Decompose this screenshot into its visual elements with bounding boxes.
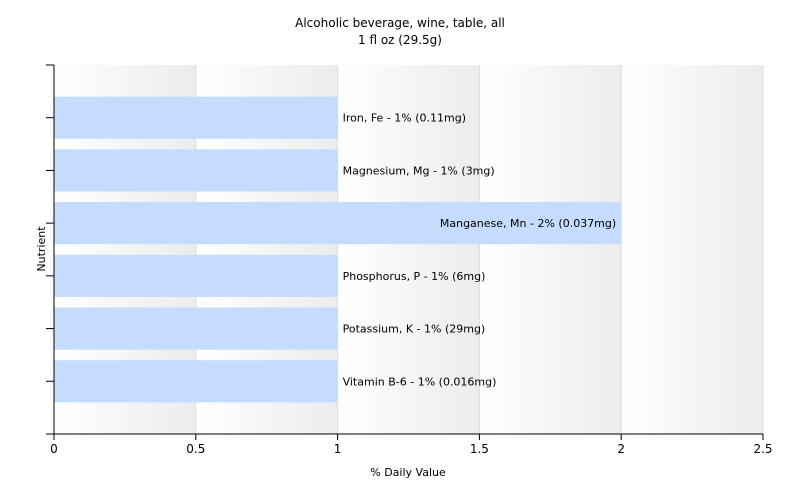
bar-1 (54, 96, 338, 139)
data-label-5: Potassium, K - 1% (29mg) (343, 323, 486, 336)
plot-band (621, 65, 763, 434)
chart-subtitle: 1 fl oz (29.5g) (358, 33, 442, 47)
data-label-2: Magnesium, Mg - 1% (3mg) (343, 164, 495, 177)
bar-6 (54, 360, 338, 403)
plot-band (479, 65, 622, 434)
bar-2 (54, 149, 338, 192)
x-tick-label: 0 (50, 442, 58, 456)
bars: Iron, Fe - 1% (0.11mg) Magnesium, Mg - 1%… (54, 96, 622, 403)
bar-3 (54, 202, 622, 245)
bar-4 (54, 254, 338, 297)
chart-title: Alcoholic beverage, wine, table, all (295, 16, 505, 30)
data-label-3: Manganese, Mn - 2% (0.037mg) (440, 217, 616, 230)
bar-5 (54, 307, 338, 350)
x-tick-label: 2 (617, 442, 625, 456)
plot-band (337, 65, 480, 434)
x-tick-label: 0.5 (186, 442, 205, 456)
data-label-1: Iron, Fe - 1% (0.11mg) (343, 112, 466, 125)
x-tick-label: 2.5 (753, 442, 772, 456)
x-axis-label: % Daily Value (370, 466, 446, 479)
y-axis-label: Nutrient (35, 226, 48, 272)
data-label-6: Vitamin B-6 - 1% (0.016mg) (343, 375, 497, 388)
data-label-4: Phosphorus, P - 1% (6mg) (343, 270, 486, 283)
axes: 0 0.5 1 1.5 2 2.5 (46, 64, 773, 456)
x-tick-label: 1.5 (470, 442, 489, 456)
x-tick-label: 1 (334, 442, 342, 456)
